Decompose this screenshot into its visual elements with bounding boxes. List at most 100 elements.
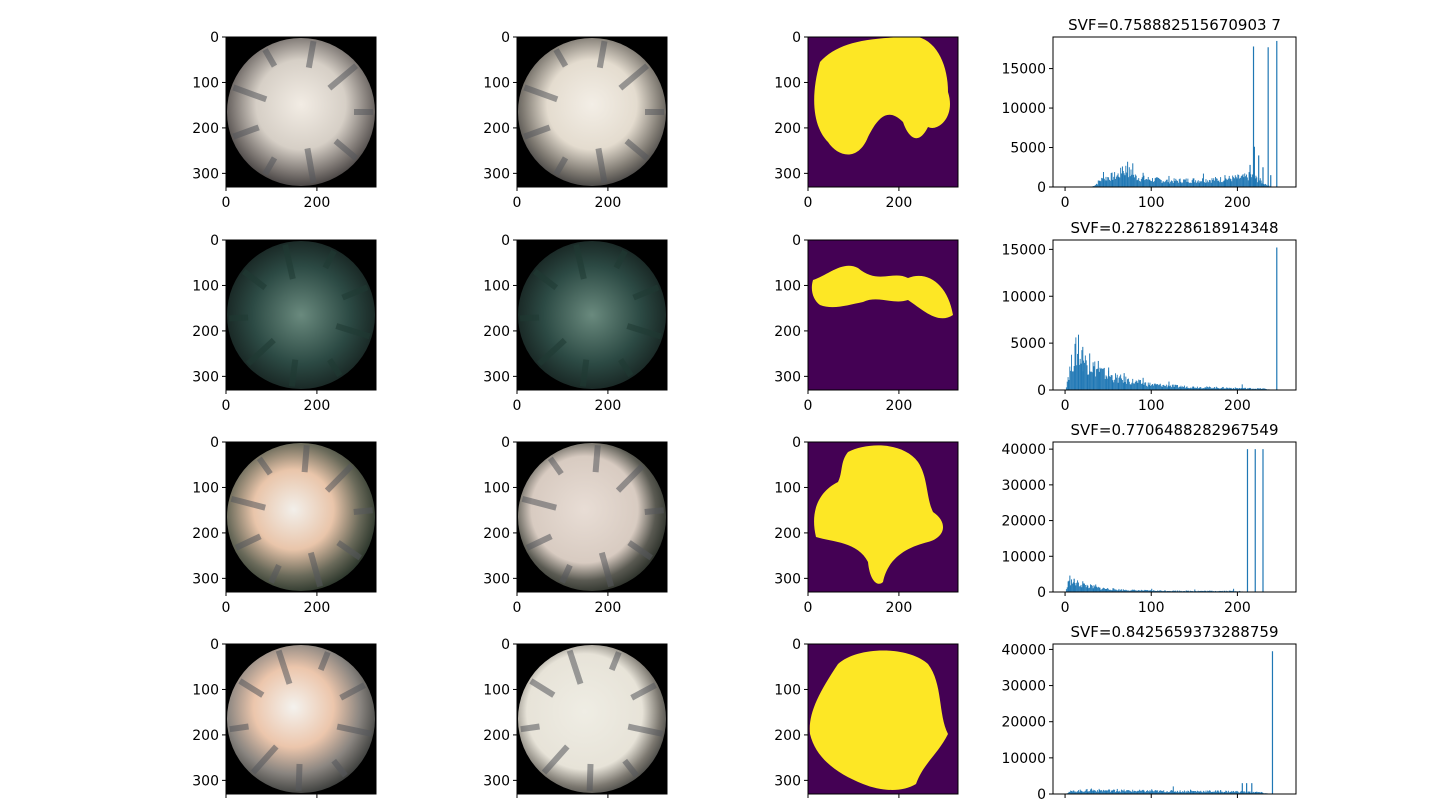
y-tick-label: 200 <box>483 728 510 744</box>
histogram-bar <box>1120 792 1122 794</box>
photo-structure <box>632 284 660 301</box>
histogram-bar <box>1179 386 1181 390</box>
histogram-bar <box>1141 590 1143 592</box>
histogram-bar <box>1186 792 1188 794</box>
histogram-bar <box>1268 185 1270 187</box>
histogram-bar <box>1070 370 1072 390</box>
histogram-bar <box>1201 590 1203 592</box>
histogram-bar <box>1149 790 1151 794</box>
histogram-bar <box>1142 172 1144 187</box>
histogram-bar <box>1246 174 1247 187</box>
photo-structure <box>324 463 354 493</box>
x-tick-label: 200 <box>886 195 913 211</box>
histogram-bar <box>1136 791 1138 794</box>
histogram-peak <box>1241 783 1243 794</box>
histogram-bar <box>1068 379 1070 390</box>
x-tick-label: 0 <box>513 600 522 616</box>
histogram-bar <box>1160 790 1162 794</box>
histogram-bar <box>1145 382 1147 390</box>
histogram-bar <box>1073 578 1075 592</box>
histogram-bar <box>1077 580 1079 592</box>
histogram-bar <box>1202 590 1203 592</box>
histogram-bar <box>1141 383 1143 390</box>
histogram-bar <box>1123 373 1125 390</box>
histogram-bar <box>1252 388 1253 390</box>
histogram-bar <box>1109 179 1110 187</box>
histogram-bar <box>1182 182 1184 187</box>
axes-frame <box>1052 36 1297 188</box>
histogram-bar <box>1192 386 1194 390</box>
histogram-bar <box>1235 176 1237 187</box>
photo-structure <box>644 507 664 515</box>
histogram-bar <box>1127 378 1129 390</box>
histogram-bar <box>1069 575 1071 592</box>
histogram-bar <box>1258 388 1260 390</box>
y-tick-label: 0 <box>1037 383 1046 399</box>
histogram-bar <box>1148 179 1150 187</box>
y-tick-label: 100 <box>483 278 510 294</box>
histogram-bar <box>1113 176 1115 187</box>
histogram-bar <box>1082 581 1084 592</box>
histogram-bar <box>1109 589 1111 592</box>
histogram-bar <box>1134 790 1136 794</box>
histogram-bar <box>1122 589 1124 592</box>
photo-structure <box>622 758 639 778</box>
histogram-bar <box>1197 590 1199 592</box>
histogram-bar <box>1128 590 1130 592</box>
x-tick-label: 200 <box>304 195 331 211</box>
histogram-bar <box>1088 588 1090 592</box>
fisheye-photo <box>227 443 375 591</box>
histogram-bar <box>1091 585 1093 592</box>
histogram-bar <box>1094 789 1096 794</box>
histogram-bar <box>1085 789 1087 794</box>
histogram-bar <box>1094 361 1096 390</box>
histogram-bar <box>1199 791 1201 794</box>
histogram-bar <box>1152 178 1153 187</box>
histogram-bar <box>1152 181 1154 187</box>
x-tick-label: 0 <box>222 195 231 211</box>
y-tick-label: 300 <box>483 369 510 385</box>
y-tick-label: 200 <box>192 121 219 137</box>
x-tick-label: 200 <box>1224 398 1251 414</box>
photo-structure <box>626 323 662 340</box>
histogram-bar <box>1133 589 1135 592</box>
histogram-bar <box>1137 790 1139 794</box>
photo-structure <box>566 649 584 685</box>
histogram-bar <box>1208 387 1210 390</box>
photo-structure <box>256 456 273 476</box>
histogram-bar <box>1115 791 1117 794</box>
histogram-bar <box>1137 179 1139 187</box>
photo-structure <box>241 268 268 291</box>
histogram-bar <box>1258 388 1259 390</box>
histogram-bar <box>1236 178 1238 187</box>
histogram-bar <box>1213 178 1215 187</box>
histogram-bar <box>1067 581 1069 592</box>
histogram-bar <box>1103 367 1105 390</box>
histogram-bar <box>1172 786 1174 794</box>
histogram-bar <box>1090 789 1091 794</box>
x-tick-label: 0 <box>513 195 522 211</box>
histogram-bar <box>1210 182 1212 187</box>
histogram-bar <box>1126 383 1128 390</box>
histogram-bar <box>1146 385 1147 390</box>
histogram-bar <box>1168 792 1170 794</box>
histogram-bar <box>1221 387 1223 390</box>
histogram-bar <box>1146 179 1147 187</box>
histogram-bar <box>1196 386 1198 390</box>
histogram-bar <box>1177 792 1179 794</box>
fisheye-photo <box>227 241 375 389</box>
histogram-bar <box>1098 180 1100 187</box>
histogram-peak <box>1270 175 1272 187</box>
histogram-bar <box>1107 378 1109 390</box>
histogram-bar <box>1260 388 1262 390</box>
histogram-bar <box>1210 791 1212 794</box>
histogram-bar <box>1150 590 1152 592</box>
histogram-bar <box>1123 789 1125 794</box>
photo-structure <box>537 337 567 367</box>
histogram-bar <box>1230 179 1232 187</box>
histogram-bar <box>1185 791 1187 794</box>
histogram-bar <box>1218 388 1220 390</box>
histogram-bar <box>1131 382 1133 390</box>
histogram-bar <box>1169 590 1171 592</box>
